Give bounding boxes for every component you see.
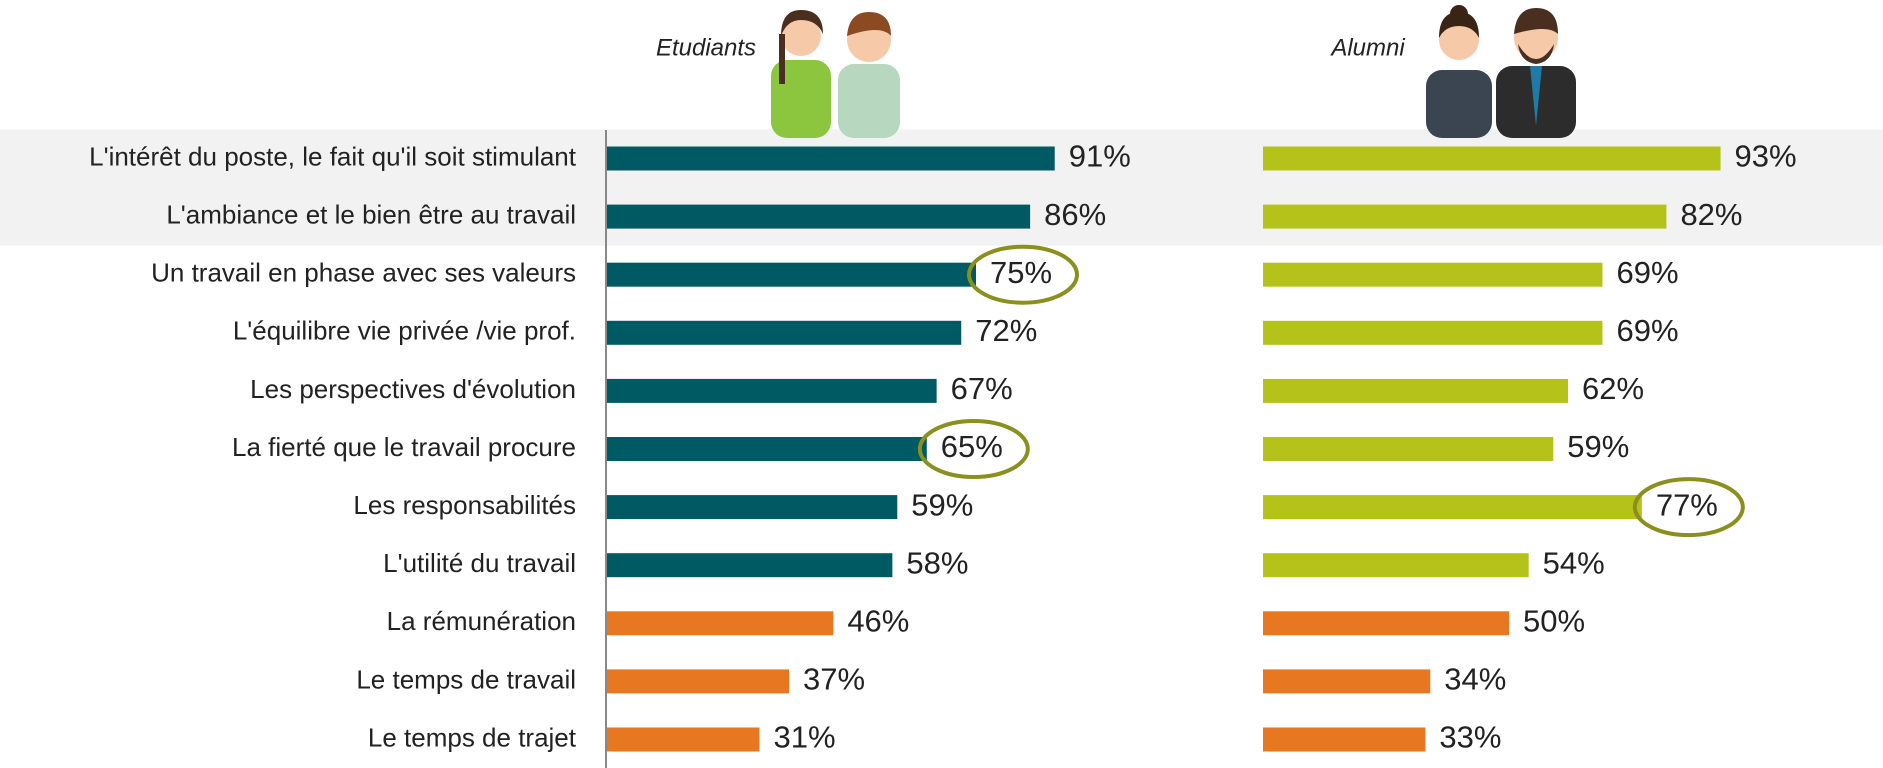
bar [607,611,833,635]
bar [607,728,760,752]
category-label: Les perspectives d'évolution [250,374,576,404]
value-label: 50% [1523,603,1585,638]
students-icon [771,10,900,138]
value-label: 62% [1582,371,1644,406]
value-label: 46% [847,603,909,638]
category-label: La rémunération [387,606,576,636]
bar [1263,147,1721,171]
value-label: 58% [906,545,968,580]
category-label: L'utilité du travail [383,548,576,578]
bar [607,437,927,461]
panel-title: Alumni [1329,34,1405,61]
bar [1263,205,1666,229]
category-label: L'intérêt du poste, le fait qu'il soit s… [89,141,577,171]
bar [1263,437,1553,461]
value-label: 82% [1680,197,1742,232]
panel-title: Etudiants [656,34,756,61]
value-label: 77% [1656,487,1718,522]
bar [607,205,1030,229]
value-label: 75% [990,255,1052,290]
value-label: 34% [1444,662,1506,697]
bar [607,321,961,345]
value-label: 37% [803,662,865,697]
alumni-icon [1426,5,1576,138]
value-label: 33% [1439,720,1501,755]
bar [1263,495,1642,519]
category-label: Les responsabilités [353,490,576,520]
value-label: 91% [1069,139,1131,174]
bar [607,379,937,403]
category-label: La fierté que le travail procure [232,432,576,462]
value-label: 86% [1044,197,1106,232]
value-label: 54% [1543,545,1605,580]
bar [1263,379,1568,403]
bar [1263,553,1529,577]
bar [607,669,789,693]
value-label: 59% [1567,429,1629,464]
bar [607,263,976,287]
value-label: 69% [1616,255,1678,290]
chart: L'intérêt du poste, le fait qu'il soit s… [0,0,1883,768]
category-label: Un travail en phase avec ses valeurs [151,258,576,288]
value-label: 67% [951,371,1013,406]
value-label: 65% [941,429,1003,464]
bar [1263,321,1602,345]
bar [607,147,1055,171]
bar [607,553,892,577]
value-label: 93% [1735,139,1797,174]
bar [607,495,897,519]
bar [1263,611,1509,635]
category-label: Le temps de travail [356,664,576,694]
value-label: 72% [975,313,1037,348]
category-label: L'ambiance et le bien être au travail [166,199,576,229]
category-label: Le temps de trajet [368,722,577,752]
value-label: 31% [774,720,836,755]
bar [1263,669,1430,693]
category-label: L'équilibre vie privée /vie prof. [233,316,576,346]
bar [1263,263,1602,287]
value-label: 59% [911,487,973,522]
bar [1263,728,1425,752]
value-label: 69% [1616,313,1678,348]
